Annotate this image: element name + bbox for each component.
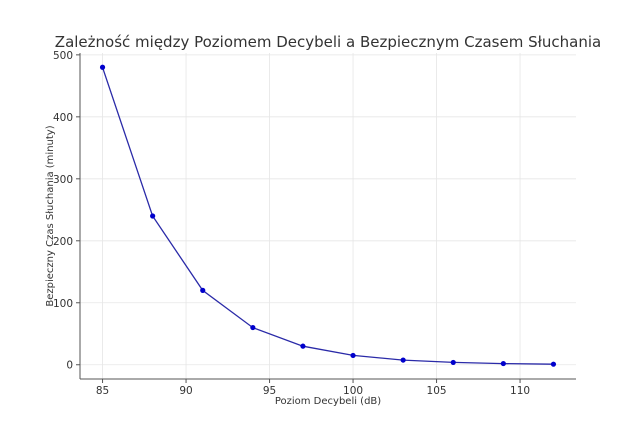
data-point-marker: [400, 357, 406, 363]
y-tick-label: 300: [53, 174, 73, 186]
y-axis-label: Bezpieczny Czas Słuchania (minuty): [45, 125, 56, 306]
x-tick-label: 100: [343, 385, 363, 397]
x-axis-label: Poziom Decybeli (dB): [275, 396, 381, 407]
data-point-marker: [200, 287, 206, 293]
x-tick-label: 95: [263, 385, 276, 397]
grid-lines: [80, 53, 576, 379]
y-axis-ticks: 0 100 200 300 400 500: [53, 50, 80, 372]
data-point-marker: [99, 64, 106, 70]
data-point-marker: [500, 360, 506, 367]
x-tick-label: 110: [510, 385, 530, 397]
data-point-marker: [350, 352, 356, 359]
data-point-marker: [450, 359, 456, 366]
data-point-marker: [150, 213, 156, 219]
y-tick-label: 200: [53, 236, 73, 248]
x-tick-label: 105: [427, 385, 447, 397]
data-point-marker: [550, 361, 557, 367]
x-tick-label: 90: [179, 385, 192, 397]
series-line: [101, 67, 554, 365]
y-tick-label: 100: [53, 298, 73, 310]
axes: [79, 53, 576, 380]
data-point-marker: [300, 343, 306, 349]
data-point-marker: [250, 324, 256, 331]
x-tick-label: 85: [96, 385, 109, 397]
y-tick-label: 500: [53, 50, 73, 62]
chart-title: Zależność między Poziomem Decybeli a Bez…: [55, 33, 601, 51]
y-tick-label: 400: [53, 112, 73, 124]
x-axis-ticks: 85 90 95 100 105 110: [96, 379, 530, 397]
y-tick-label: 0: [66, 360, 73, 372]
data-series: [99, 64, 557, 367]
